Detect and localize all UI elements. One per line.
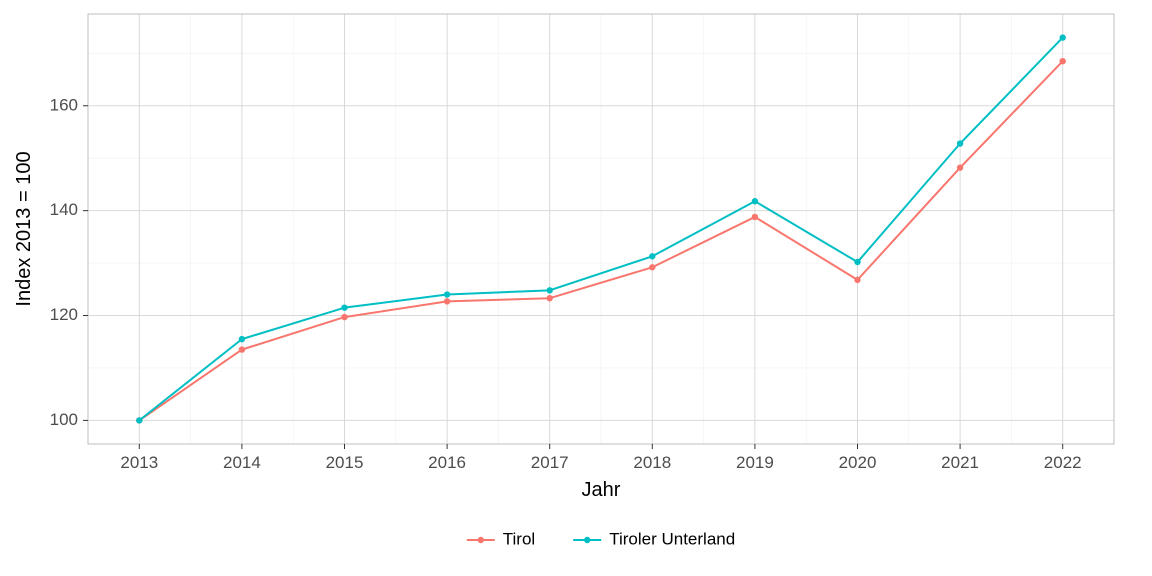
series-point bbox=[752, 214, 758, 220]
x-tick-label: 2021 bbox=[941, 453, 979, 472]
line-chart: 100 120 140 160 2013 2014 2015 2016 2017 2018 2019… bbox=[0, 0, 1152, 576]
series-point bbox=[136, 417, 142, 423]
series-point bbox=[854, 277, 860, 283]
series-point bbox=[957, 164, 963, 170]
series-point bbox=[957, 140, 963, 146]
series-point bbox=[444, 298, 450, 304]
y-tick-label: 140 bbox=[50, 200, 78, 219]
y-tick-label: 160 bbox=[50, 95, 78, 114]
y-axis-title: Index 2013 = 100 bbox=[13, 151, 35, 306]
series-point bbox=[649, 264, 655, 270]
x-tick-label: 2020 bbox=[839, 453, 877, 472]
legend-label: Tirol bbox=[503, 529, 535, 548]
x-tick-label: 2022 bbox=[1044, 453, 1082, 472]
series-point bbox=[1060, 34, 1066, 40]
x-tick-label: 2013 bbox=[120, 453, 158, 472]
series-point bbox=[444, 291, 450, 297]
series-point bbox=[239, 346, 245, 352]
series-point bbox=[547, 287, 553, 293]
x-tick-label: 2015 bbox=[326, 453, 364, 472]
y-tick-label: 100 bbox=[50, 410, 78, 429]
series-point bbox=[341, 304, 347, 310]
legend-marker bbox=[478, 537, 484, 543]
x-tick-label: 2014 bbox=[223, 453, 261, 472]
chart-container: 100 120 140 160 2013 2014 2015 2016 2017 2018 2019… bbox=[0, 0, 1152, 576]
x-tick-label: 2019 bbox=[736, 453, 774, 472]
series-point bbox=[547, 295, 553, 301]
legend-label: Tiroler Unterland bbox=[609, 529, 735, 548]
y-tick-label: 120 bbox=[50, 305, 78, 324]
series-point bbox=[1060, 58, 1066, 64]
series-point bbox=[341, 314, 347, 320]
series-point bbox=[854, 259, 860, 265]
series-point bbox=[239, 336, 245, 342]
x-axis-title: Jahr bbox=[582, 479, 621, 501]
series-point bbox=[752, 198, 758, 204]
series-point bbox=[649, 253, 655, 259]
legend-marker bbox=[584, 537, 590, 543]
x-tick-label: 2017 bbox=[531, 453, 569, 472]
x-tick-label: 2018 bbox=[633, 453, 671, 472]
x-tick-label: 2016 bbox=[428, 453, 466, 472]
